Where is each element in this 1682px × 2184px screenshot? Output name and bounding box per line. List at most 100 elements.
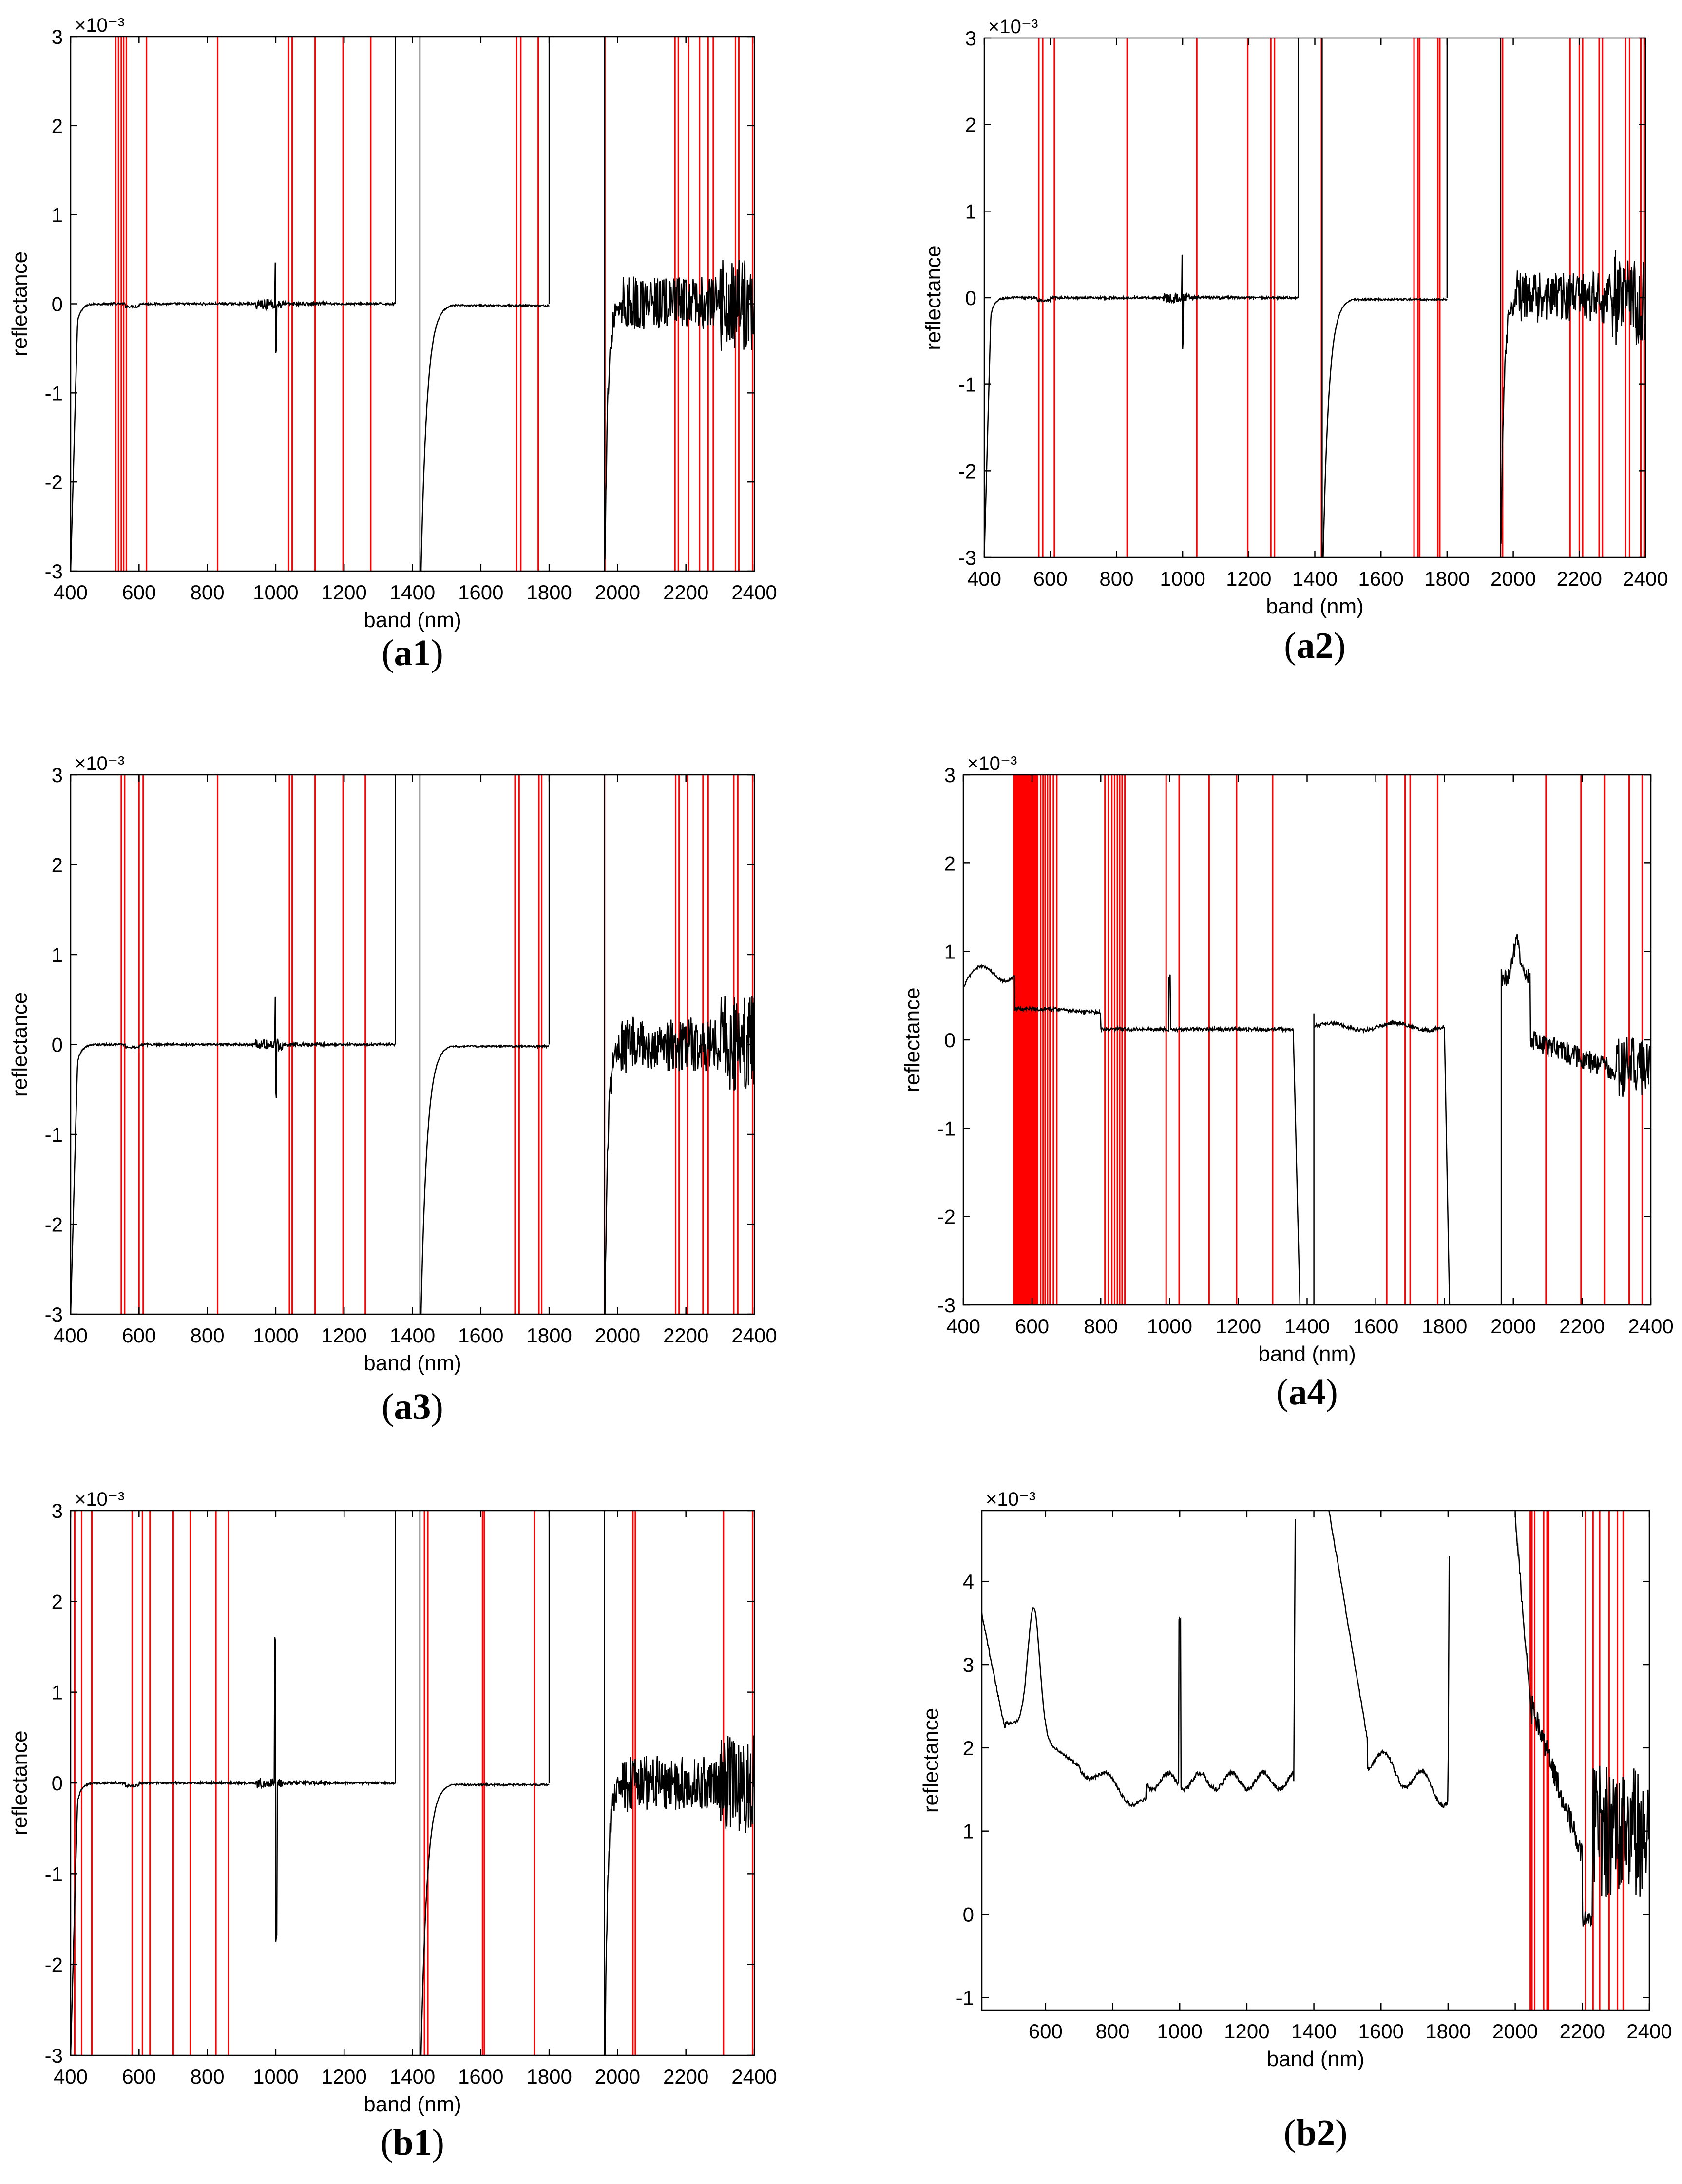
x-tick-label: 2000 <box>1491 567 1536 590</box>
y-tick-label: 2 <box>52 115 63 137</box>
x-tick-label: 2400 <box>731 1324 777 1347</box>
x-tick-label: 800 <box>191 581 225 604</box>
plot-area <box>963 775 1651 1305</box>
spectrum-line <box>71 37 754 571</box>
caption-paren-close: ) <box>1326 1372 1338 1413</box>
x-tick-label: 400 <box>967 567 1001 590</box>
y-tick-label: 3 <box>52 764 63 786</box>
x-tick-label: 1800 <box>526 2065 572 2088</box>
y-tick-label: -2 <box>937 1206 956 1228</box>
x-tick-label: 1200 <box>321 2065 366 2088</box>
x-tick-label: 2200 <box>1557 567 1602 590</box>
y-tick-label: -2 <box>958 460 976 482</box>
spectrum-line <box>984 38 1645 557</box>
caption-paren-close: ) <box>431 632 443 673</box>
x-tick-label: 2000 <box>1492 2020 1538 2043</box>
x-tick-label: 800 <box>1095 2020 1129 2043</box>
y-tick-label: 2 <box>52 854 63 877</box>
x-tick-label: 600 <box>122 581 156 604</box>
panel-caption: (b1) <box>381 2122 444 2163</box>
exponent-label: ×10⁻³ <box>988 16 1038 38</box>
axes-frame <box>981 1510 1650 2011</box>
y-tick-label: 0 <box>963 1903 974 1926</box>
x-tick-label: 1800 <box>1425 2020 1471 2043</box>
caption-paren-open: ( <box>382 1386 394 1427</box>
x-tick-label: 600 <box>122 1324 156 1347</box>
y-tick-label: -2 <box>45 1213 63 1236</box>
y-tick-label: 0 <box>52 1772 63 1795</box>
y-axis-label: reflectance <box>921 245 945 350</box>
x-tick-label: 2000 <box>595 1324 640 1347</box>
x-axis-label: band (nm) <box>1258 1342 1356 1366</box>
y-tick-label: 0 <box>944 1029 956 1052</box>
y-tick-label: 3 <box>965 27 976 50</box>
y-tick-label: -3 <box>958 546 976 569</box>
selected-bands <box>1529 1511 1624 2010</box>
x-tick-label: 1600 <box>458 2065 503 2088</box>
exponent-label: ×10⁻³ <box>75 15 124 36</box>
selected-band-block <box>1013 775 1038 1305</box>
y-axis-label: reflectance <box>8 992 32 1097</box>
x-axis-label: band (nm) <box>363 608 461 632</box>
x-tick-label: 1000 <box>1157 2020 1202 2043</box>
selected-bands <box>1013 775 1643 1305</box>
y-tick-label: 1 <box>965 200 976 223</box>
x-tick-label: 1800 <box>526 1324 572 1347</box>
x-tick-label: 1000 <box>1160 567 1205 590</box>
x-tick-label: 1400 <box>1292 567 1338 590</box>
y-tick-label: 1 <box>52 204 63 227</box>
x-tick-label: 1600 <box>458 1324 503 1347</box>
y-axis-label: reflectance <box>900 987 924 1092</box>
x-tick-label: 600 <box>122 2065 156 2088</box>
caption-paren-close: ) <box>432 2122 444 2163</box>
y-axis-label: reflectance <box>8 251 32 356</box>
y-tick-label: 0 <box>965 287 976 309</box>
y-tick-label: 3 <box>963 1653 974 1676</box>
chart-panel-a2: 400 600 800 1000 1200 1400 1600 1800 2000 2200 240… <box>921 16 1668 666</box>
x-tick-label: 400 <box>946 1315 980 1338</box>
x-tick-label: 800 <box>191 2065 225 2088</box>
exponent-label: ×10⁻³ <box>967 753 1017 774</box>
x-tick-label: 2200 <box>663 2065 708 2088</box>
y-tick-label: 2 <box>944 852 956 875</box>
y-tick-label: 0 <box>52 293 63 316</box>
chart-panel-b2: 600 800 1000 1200 1400 1600 1800 2000 2200 2400 -1… <box>919 1489 1672 2153</box>
x-tick-label: 2200 <box>1560 2020 1605 2043</box>
x-tick-label: 600 <box>1015 1315 1049 1338</box>
caption-paren-open: ( <box>1284 2112 1296 2153</box>
x-tick-label: 400 <box>54 1324 88 1347</box>
y-tick-label: 3 <box>52 25 63 48</box>
chart-panel-b1: 400 600 800 1000 1200 1400 1600 1800 2000 2200 240… <box>8 1489 777 2163</box>
x-tick-label: 1200 <box>1226 567 1271 590</box>
x-tick-label: 1200 <box>321 1324 366 1347</box>
x-tick-label: 1400 <box>390 2065 435 2088</box>
x-tick-label: 1800 <box>526 581 572 604</box>
x-tick-label: 800 <box>1099 567 1133 590</box>
x-tick-label: 1400 <box>1291 2020 1337 2043</box>
y-tick-label: 3 <box>52 1499 63 1522</box>
x-tick-label: 800 <box>1084 1315 1118 1338</box>
caption-label: a4 <box>1289 1372 1326 1413</box>
x-tick-label: 2200 <box>1559 1315 1605 1338</box>
caption-paren-open: ( <box>381 2122 393 2163</box>
chart-panel-a3: 400 600 800 1000 1200 1400 1600 1800 2000 2200 240… <box>8 753 777 1427</box>
x-tick-label: 1000 <box>253 2065 298 2088</box>
caption-paren-open: ( <box>382 632 394 673</box>
caption-label: a1 <box>394 632 431 673</box>
caption-label: b1 <box>393 2122 432 2163</box>
y-axis-label: reflectance <box>919 1708 943 1813</box>
chart-panel-a4: 400 600 800 1000 1200 1400 1600 1800 2000 2200 240… <box>900 753 1674 1413</box>
y-tick-label: 3 <box>944 764 956 786</box>
x-tick-label: 1400 <box>390 1324 435 1347</box>
x-tick-label: 1000 <box>253 581 298 604</box>
y-tick-label: 1 <box>52 1681 63 1704</box>
x-tick-label: 1200 <box>1224 2020 1269 2043</box>
caption-paren-open: ( <box>1276 1372 1288 1413</box>
x-tick-label: 1600 <box>1353 1315 1398 1338</box>
spectrum-line <box>71 775 754 1314</box>
x-tick-label: 1400 <box>1284 1315 1330 1338</box>
y-tick-label: -1 <box>45 1862 63 1885</box>
y-tick-label: 2 <box>965 114 976 136</box>
y-axis-label: reflectance <box>8 1730 32 1835</box>
